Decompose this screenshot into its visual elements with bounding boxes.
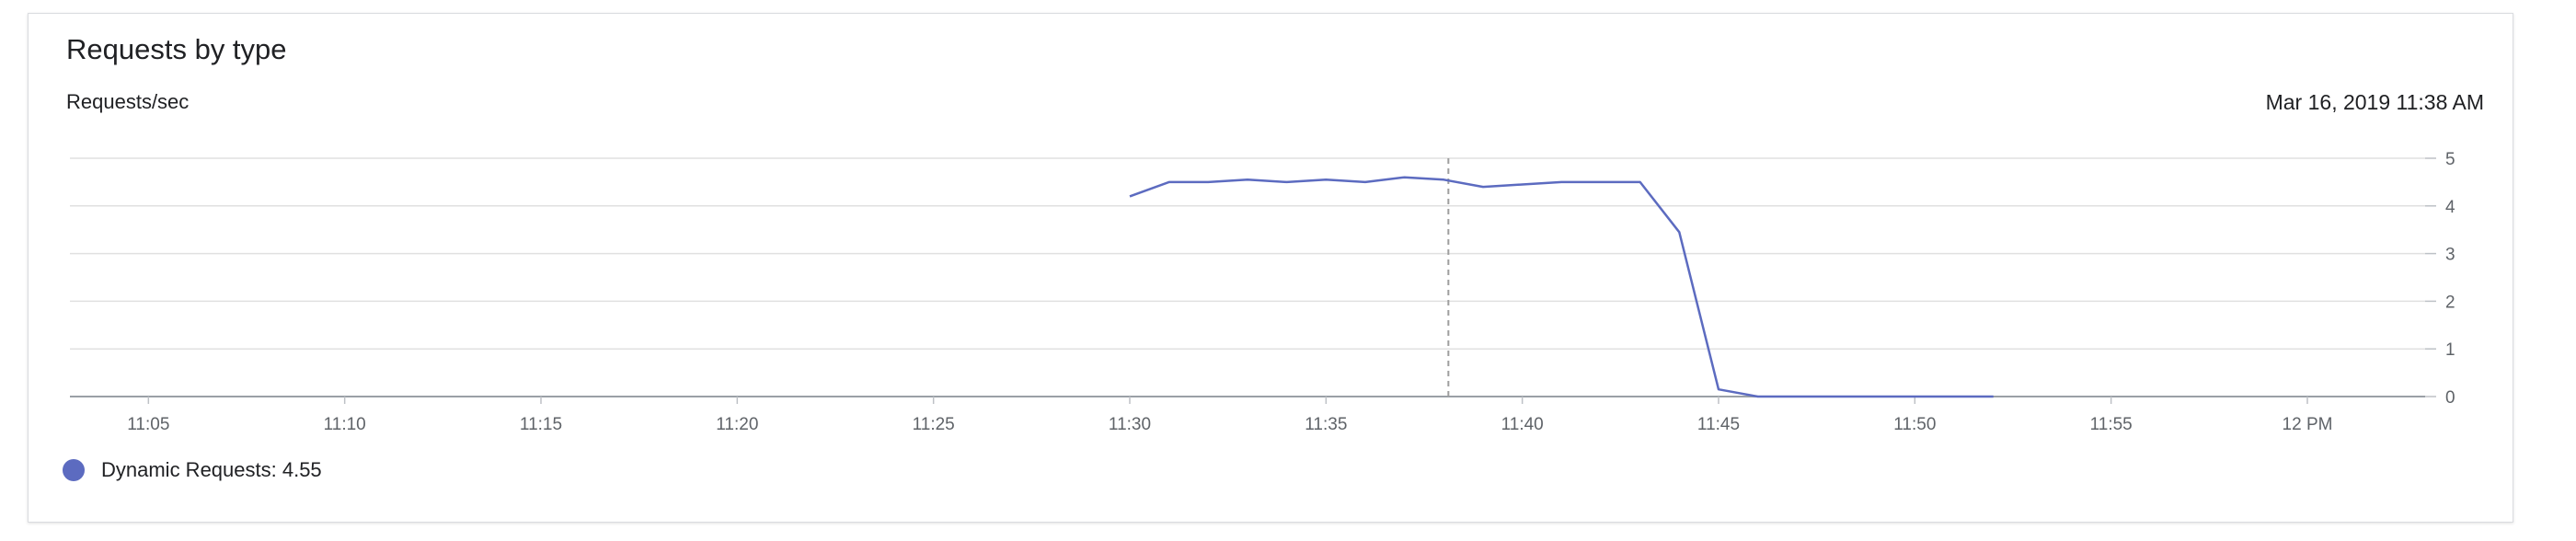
x-tick-label: 12 PM	[2283, 415, 2333, 434]
y-tick-label: 5	[2445, 150, 2455, 169]
x-tick-label: 11:40	[1501, 415, 1544, 434]
y-axis-label: Requests/sec	[66, 90, 190, 113]
y-tick-label: 3	[2445, 246, 2455, 265]
x-tick-label: 11:05	[127, 415, 169, 434]
x-tick-label: 11:15	[520, 415, 562, 434]
legend-series-label: Dynamic Requests: 4.55	[101, 458, 322, 481]
x-tick-label: 11:30	[1109, 415, 1151, 434]
legend-series-dot	[63, 459, 85, 481]
series-line-dynamic-requests	[1129, 176, 1994, 398]
x-tick-label: 11:35	[1305, 415, 1347, 434]
y-tick-label: 2	[2445, 293, 2455, 312]
hover-timestamp: Mar 16, 2019 11:38 AM	[2265, 90, 2484, 114]
x-tick-label: 11:50	[1893, 415, 1936, 434]
y-tick-label: 0	[2445, 388, 2455, 408]
x-tick-label: 11:10	[324, 415, 366, 434]
y-tick-label: 4	[2445, 198, 2455, 217]
x-tick-label: 11:45	[1697, 415, 1740, 434]
x-tick-label: 11:20	[716, 415, 758, 434]
y-tick-label: 1	[2445, 340, 2455, 360]
chart-title: Requests by type	[66, 33, 287, 65]
legend[interactable]: Dynamic Requests: 4.55	[63, 458, 322, 482]
x-tick-label: 11:55	[2090, 415, 2133, 434]
x-tick-label: 11:25	[913, 415, 955, 434]
requests-chart-card	[28, 13, 2513, 523]
